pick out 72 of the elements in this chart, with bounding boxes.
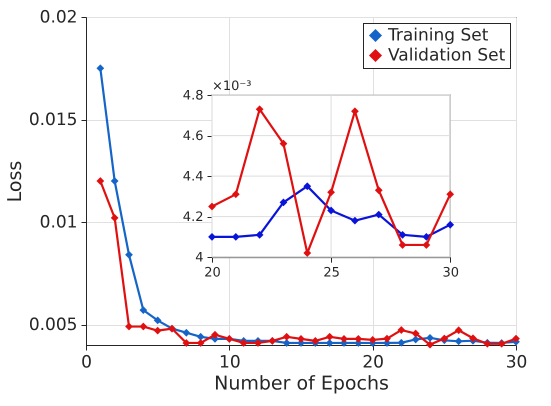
point <box>327 206 335 214</box>
point <box>327 188 335 196</box>
point <box>422 241 430 249</box>
point <box>426 334 434 342</box>
point <box>326 332 334 341</box>
y-tick-label: 0.01 <box>40 212 78 232</box>
point <box>182 328 190 337</box>
x-axis-title: Number of Epochs <box>214 372 389 394</box>
point <box>454 326 463 334</box>
point <box>426 340 434 348</box>
x-tick-label: 10 <box>219 352 241 372</box>
x-tick-label: 25 <box>323 266 340 281</box>
point <box>256 230 264 239</box>
point <box>340 334 348 343</box>
point <box>208 232 216 241</box>
point <box>125 250 133 259</box>
y-tick-label: 0.02 <box>40 8 78 28</box>
legend-label: Training Set <box>387 26 489 46</box>
point <box>446 220 454 229</box>
point <box>208 202 216 210</box>
y-tick-label: 4.4 <box>182 170 204 185</box>
point <box>397 338 406 347</box>
point <box>182 339 190 347</box>
x-tick-label: 20 <box>362 352 384 372</box>
point <box>139 306 148 314</box>
point <box>446 190 454 198</box>
point <box>303 182 312 190</box>
point <box>96 177 104 185</box>
y-tick-label: 4.6 <box>182 129 204 144</box>
point <box>154 326 162 335</box>
point <box>297 334 305 343</box>
point <box>469 334 477 342</box>
point <box>351 216 359 225</box>
point <box>280 198 288 206</box>
point <box>512 334 520 343</box>
point <box>454 337 463 346</box>
x-tick-label: 30 <box>442 266 459 281</box>
point <box>96 64 104 72</box>
point <box>280 140 288 148</box>
point <box>282 332 291 341</box>
y-axis-title: Loss <box>4 160 26 202</box>
y-tick-label: 4 <box>195 250 204 266</box>
point <box>196 332 205 341</box>
point <box>422 232 430 241</box>
y-tick-label: 4.2 <box>182 210 204 226</box>
point <box>398 241 406 249</box>
point <box>397 326 406 334</box>
point <box>374 210 383 218</box>
y-tick-label: 0.005 <box>28 315 78 335</box>
x-tick-label: 30 <box>506 352 528 372</box>
point <box>232 190 240 198</box>
point <box>110 177 119 185</box>
y-tick-label: 0.015 <box>28 110 78 130</box>
x-tick-label: 0 <box>81 352 92 372</box>
point <box>354 334 362 343</box>
point <box>154 316 162 324</box>
point <box>374 186 383 194</box>
point <box>232 232 240 241</box>
point <box>383 334 391 343</box>
x-tick-label: 20 <box>204 266 221 281</box>
point <box>196 339 205 347</box>
y-tick-label: 4.8 <box>182 88 204 104</box>
annotation: ×10⁻³ <box>212 79 252 94</box>
point <box>110 214 119 222</box>
point <box>412 330 420 338</box>
point <box>256 105 264 114</box>
point <box>368 336 377 344</box>
point <box>211 330 219 339</box>
legend-label: Validation Set <box>388 46 506 66</box>
point <box>398 230 406 239</box>
point <box>125 322 133 330</box>
point <box>412 336 420 344</box>
